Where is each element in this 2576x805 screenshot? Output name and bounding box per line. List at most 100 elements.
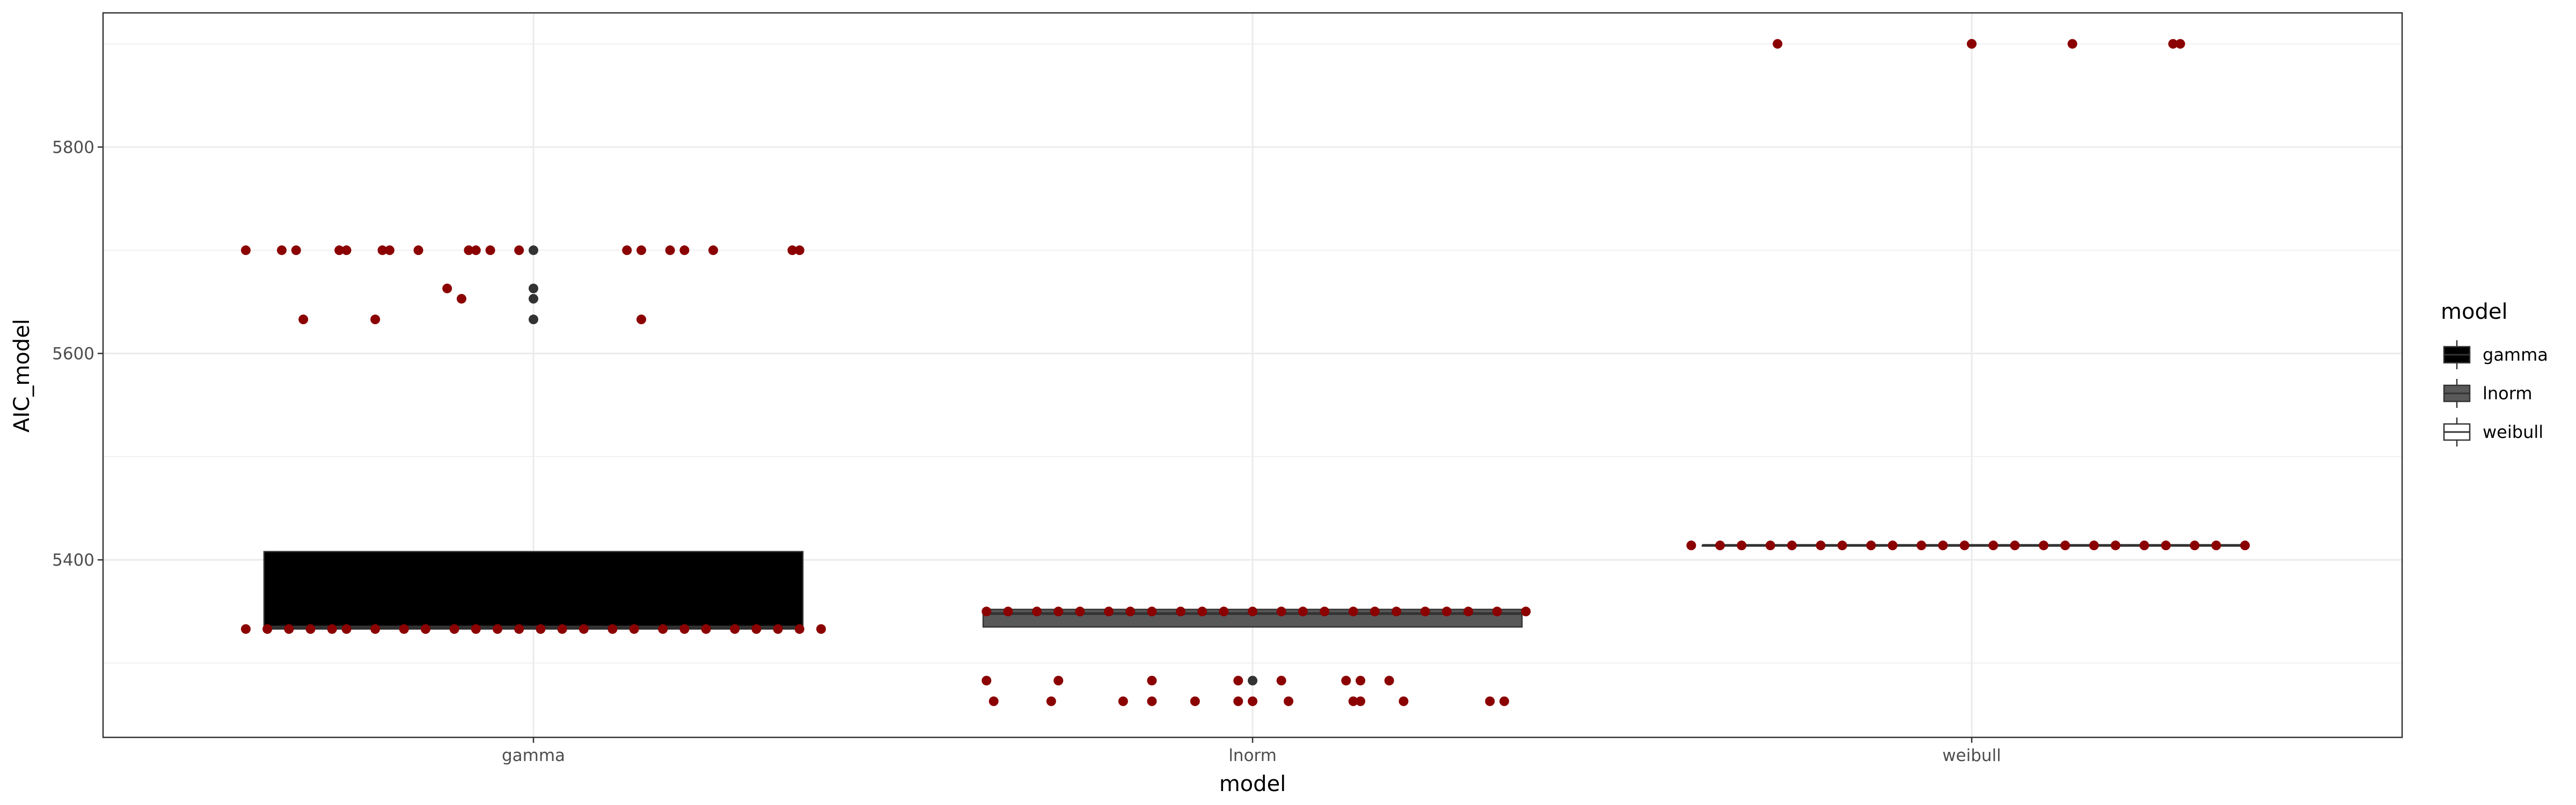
data-point-gamma [816,624,826,634]
data-point-gamma [291,245,301,255]
data-point-gamma [794,245,804,255]
data-point-weibull [1967,39,1977,49]
data-point-weibull [1866,540,1876,551]
data-point-lnorm [982,676,992,686]
data-point-lnorm [1053,606,1064,617]
data-point-weibull [2139,540,2149,551]
data-point-lnorm [1046,696,1056,706]
data-point-lnorm [1298,606,1308,617]
data-point-gamma [557,624,567,634]
data-point-gamma [413,245,423,255]
data-point-weibull [1787,540,1797,551]
data-point-lnorm [1521,606,1531,617]
y-axis-title: AIC_model [10,319,34,433]
data-point-gamma [579,624,589,634]
data-point-gamma [636,314,646,325]
data-point-lnorm [1053,676,1064,686]
data-point-gamma [679,245,690,255]
data-point-gamma [457,294,466,304]
data-point-gamma [341,624,352,634]
x-axis-title: model [1219,772,1286,796]
data-point-lnorm [1003,606,1013,617]
data-point-gamma [485,245,495,255]
data-point-gamma [370,314,380,325]
legend-item-weibull: weibull [2443,418,2543,447]
data-point-gamma [608,624,618,634]
data-point-lnorm [1392,606,1401,617]
data-point-weibull [2175,39,2185,49]
data-point-gamma [708,245,718,255]
data-point-lnorm [1197,606,1208,617]
data-point-weibull [1765,540,1775,551]
data-point-gamma [370,624,380,634]
data-point-weibull [1737,540,1747,551]
data-point-gamma [787,245,797,255]
data-point-gamma [284,624,294,634]
legend-item-gamma: gamma [2443,340,2548,369]
legend-label: gamma [2483,345,2548,365]
legend-label: weibull [2483,422,2543,442]
data-point-gamma [794,624,804,634]
data-point-gamma [665,245,675,255]
data-point-lnorm [1441,606,1452,617]
data-point-weibull [2060,540,2070,551]
data-point-weibull [1773,39,1783,49]
data-point-gamma [305,624,316,634]
data-point-gamma [658,624,668,634]
data-point-gamma [334,245,345,255]
data-point-lnorm [1248,696,1257,706]
data-point-lnorm [1104,606,1114,617]
data-point-lnorm [1233,676,1243,686]
data-point-gamma [751,624,762,634]
legend: model gamma lnorm weibull [2441,299,2548,447]
data-point-gamma [493,624,502,634]
data-point-lnorm [1176,606,1185,617]
legend-item-lnorm: lnorm [2443,379,2533,408]
data-point-weibull [2161,540,2171,551]
data-point-gamma [385,245,394,255]
data-point-gamma [679,624,690,634]
legend-title: model [2441,299,2508,324]
data-point-lnorm [1356,676,1365,686]
outlier-point-gamma [529,245,538,255]
jitter-points [241,39,2250,706]
data-point-weibull [1887,540,1898,551]
data-point-gamma [773,624,783,634]
data-point-lnorm [1348,696,1358,706]
data-point-lnorm [1233,696,1243,706]
data-point-lnorm [989,696,999,706]
data-point-gamma [377,245,387,255]
data-point-lnorm [1399,696,1409,706]
y-tick-label: 5800 [52,138,94,157]
data-point-lnorm [1125,606,1136,617]
data-point-weibull [2111,540,2120,551]
data-point-lnorm [1219,606,1229,617]
outlier-point-gamma [529,283,538,294]
x-axis-ticks: gamma lnorm weibull [502,737,2001,765]
data-point-weibull [1715,540,1725,551]
outlier-point-gamma [529,314,538,325]
data-point-lnorm [1147,696,1157,706]
data-point-gamma [262,624,273,634]
data-point-weibull [2240,540,2250,551]
data-point-lnorm [1147,676,1157,686]
data-point-lnorm [1420,606,1430,617]
data-point-lnorm [1118,696,1128,706]
data-point-weibull [1686,540,1696,551]
data-point-lnorm [1320,606,1329,617]
outlier-point-lnorm [1248,676,1257,686]
data-point-lnorm [1276,606,1286,617]
data-point-weibull [2211,540,2221,551]
data-point-gamma [442,283,452,294]
data-point-weibull [1816,540,1826,551]
data-point-gamma [327,624,337,634]
data-point-weibull [1959,540,1970,551]
data-point-lnorm [1384,676,1394,686]
data-point-weibull [2089,540,2099,551]
data-point-gamma [241,245,251,255]
data-point-lnorm [1463,606,1473,617]
data-point-gamma [421,624,430,634]
data-point-lnorm [1341,676,1351,686]
data-point-gamma [277,245,287,255]
